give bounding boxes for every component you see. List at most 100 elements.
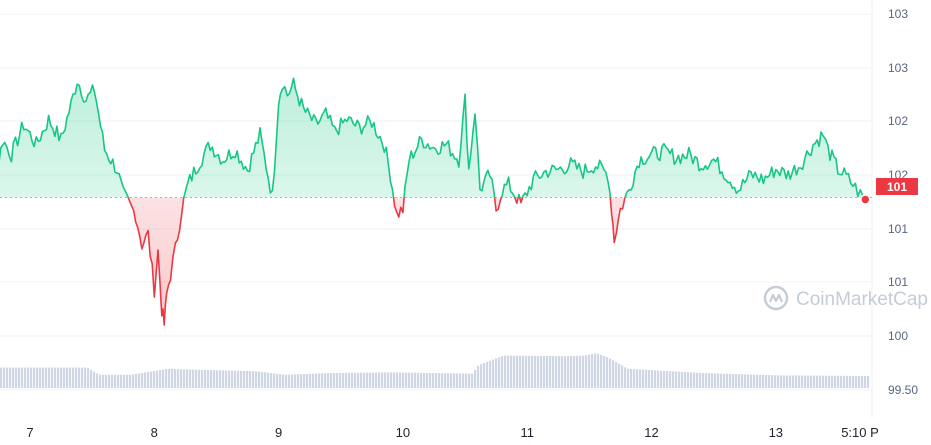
volume-bar: [9, 367, 12, 388]
volume-bar: [144, 372, 147, 388]
volume-bar: [483, 363, 486, 388]
volume-bar: [60, 367, 63, 388]
volume-bar: [390, 372, 393, 388]
volume-bar: [261, 372, 264, 388]
volume-bar: [789, 375, 792, 388]
volume-bar: [210, 370, 213, 388]
volume-bar: [633, 369, 636, 388]
volume-bar: [405, 372, 408, 388]
volume-bar: [171, 368, 174, 388]
volume-bar: [513, 355, 516, 388]
volume-bar: [621, 365, 624, 388]
volume-bar: [96, 373, 99, 388]
volume-bar: [318, 373, 321, 388]
volume-bar: [666, 371, 669, 388]
volume-bar: [591, 354, 594, 388]
y-tick-label: 101: [888, 222, 908, 236]
volume-bar: [471, 373, 474, 388]
volume-bar: [552, 356, 555, 388]
volume-bar: [519, 355, 522, 388]
volume-bar: [534, 355, 537, 388]
volume-bar: [93, 371, 96, 388]
volume-bar: [555, 356, 558, 388]
volume-bar: [846, 375, 849, 388]
volume-bar: [828, 375, 831, 388]
volume-bar: [693, 372, 696, 388]
volume-bar: [609, 358, 612, 388]
volume-bar: [834, 375, 837, 388]
volume-bar: [285, 374, 288, 388]
volume-bar: [681, 371, 684, 388]
volume-bar: [618, 363, 621, 388]
volume-bar: [249, 371, 252, 388]
volume-bar: [114, 374, 117, 388]
current-price-badge: [876, 178, 918, 195]
volume-bar: [327, 373, 330, 388]
volume-bar: [777, 375, 780, 388]
volume-bar: [531, 355, 534, 388]
volume-bar: [402, 372, 405, 388]
volume-bar: [573, 355, 576, 388]
volume-bar: [549, 356, 552, 388]
volume-bar: [651, 370, 654, 388]
volume-bar: [87, 368, 90, 388]
volume-bar: [222, 370, 225, 388]
volume-bar: [336, 372, 339, 388]
volume-bar: [36, 367, 39, 388]
x-tick-label: 5:10 P: [841, 425, 879, 440]
volume-bar: [813, 375, 816, 388]
volume-bar: [18, 367, 21, 388]
volume-bar: [690, 372, 693, 388]
volume-bar: [6, 367, 9, 388]
volume-bar: [750, 374, 753, 388]
volume-bar: [546, 356, 549, 388]
volume-bar: [747, 374, 750, 388]
volume-bar: [345, 372, 348, 388]
volume-bar: [165, 369, 168, 388]
volume-bar: [567, 356, 570, 388]
volume-bar: [126, 374, 129, 388]
volume-bar: [78, 367, 81, 388]
volume-bar: [510, 355, 513, 388]
volume-bar: [294, 374, 297, 388]
volume-bar: [801, 375, 804, 388]
volume-bar: [354, 372, 357, 388]
volume-bar: [90, 369, 93, 388]
volume-bar: [102, 374, 105, 388]
volume-bar: [585, 355, 588, 388]
volume-bar: [741, 374, 744, 388]
volume-bar: [288, 374, 291, 388]
x-tick-label: 10: [396, 425, 410, 440]
volume-bar: [225, 370, 228, 388]
volume-bar: [156, 370, 159, 388]
volume-bar: [540, 355, 543, 388]
volume-bar: [204, 369, 207, 388]
volume-bar: [759, 374, 762, 388]
volume-bar: [189, 369, 192, 388]
volume-bar: [597, 353, 600, 388]
volume-bar: [558, 356, 561, 388]
volume-bar: [669, 371, 672, 388]
volume-bar: [762, 374, 765, 388]
volume-bar: [453, 373, 456, 388]
volume-bar: [447, 373, 450, 388]
volume-bar: [297, 374, 300, 388]
volume-bar: [321, 373, 324, 388]
volume-bar: [72, 367, 75, 388]
volume-bar: [342, 372, 345, 388]
volume-bar: [489, 360, 492, 388]
volume-bar: [438, 373, 441, 388]
volume-bar: [231, 370, 234, 388]
volume-bar: [348, 372, 351, 388]
volume-bar: [75, 367, 78, 388]
volume-bar: [687, 372, 690, 388]
volume-bar: [660, 370, 663, 388]
volume-bar: [459, 373, 462, 388]
volume-bar: [537, 355, 540, 388]
volume-bar: [678, 371, 681, 388]
volume-bar: [15, 367, 18, 388]
volume-bar: [657, 370, 660, 388]
volume-bar: [861, 375, 864, 388]
